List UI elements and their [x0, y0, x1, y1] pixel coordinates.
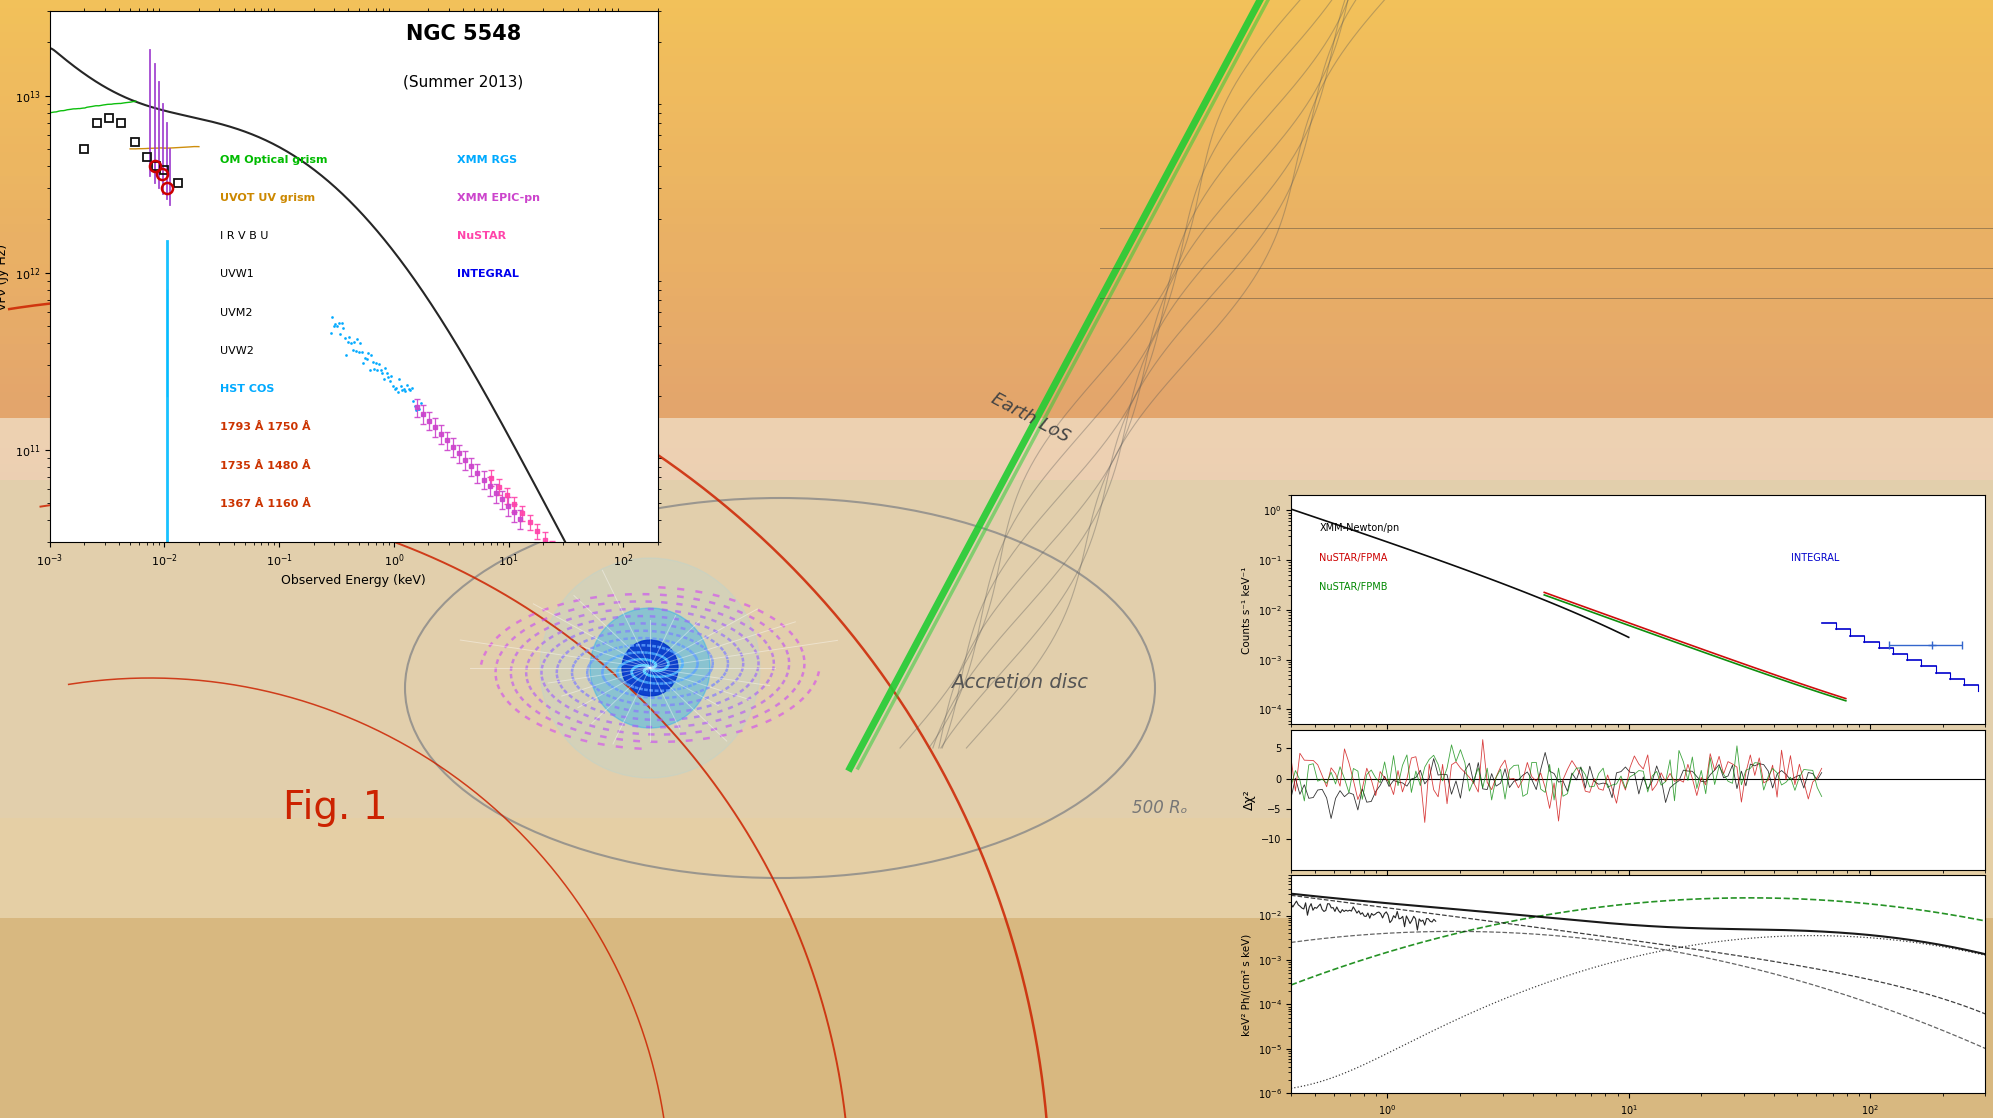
Bar: [0, 184, 1993, 192]
Bar: [0, 818, 1993, 1118]
Text: Fig. 2: Fig. 2: [1367, 529, 1473, 567]
Bar: [0, 8, 1993, 16]
Bar: [0, 40, 1993, 48]
Bar: [0, 416, 1993, 424]
Bar: [0, 264, 1993, 272]
Bar: [0, 360, 1993, 368]
Bar: [0, 352, 1993, 360]
Text: HST COS: HST COS: [219, 383, 275, 394]
Bar: [0, 424, 1993, 432]
Bar: [0, 344, 1993, 352]
Text: NuSTAR: NuSTAR: [456, 231, 506, 241]
Bar: [0, 144, 1993, 152]
Bar: [0, 224, 1993, 233]
Bar: [0, 256, 1993, 264]
Bar: [0, 456, 1993, 464]
Circle shape: [540, 558, 759, 778]
Bar: [0, 127, 1993, 136]
Text: 1735 Å 1480 Å: 1735 Å 1480 Å: [219, 461, 311, 471]
Text: UVW1: UVW1: [219, 269, 253, 280]
Text: XMM RGS: XMM RGS: [456, 154, 518, 164]
Bar: [0, 296, 1993, 304]
Circle shape: [590, 608, 710, 728]
Bar: [0, 104, 1993, 112]
Bar: [0, 200, 1993, 208]
Text: 1793 Å 1750 Å: 1793 Å 1750 Å: [219, 423, 311, 433]
Bar: [0, 152, 1993, 160]
Text: NuSTAR/FPMA: NuSTAR/FPMA: [1319, 552, 1387, 562]
Y-axis label: vFν (Jy Hz): vFν (Jy Hz): [0, 244, 10, 310]
Bar: [0, 16, 1993, 23]
Bar: [0, 240, 1993, 248]
Y-axis label: keV² Ph/(cm² s keV): keV² Ph/(cm² s keV): [1242, 934, 1252, 1035]
Text: INTEGRAL: INTEGRAL: [1792, 552, 1840, 562]
Bar: [0, 23, 1993, 32]
Y-axis label: Counts s⁻¹ keV⁻¹: Counts s⁻¹ keV⁻¹: [1242, 566, 1252, 654]
Bar: [0, 368, 1993, 376]
Bar: [0, 440, 1993, 448]
Bar: [0, 472, 1993, 480]
Bar: [0, 168, 1993, 176]
Bar: [0, 64, 1993, 72]
Bar: [0, 233, 1993, 240]
Bar: [0, 176, 1993, 184]
Text: 500 Rₒ: 500 Rₒ: [1132, 799, 1188, 817]
Bar: [0, 0, 1993, 8]
Bar: [0, 408, 1993, 416]
Text: Accretion disc: Accretion disc: [951, 673, 1088, 692]
Bar: [0, 464, 1993, 472]
Bar: [0, 248, 1993, 256]
Bar: [0, 272, 1993, 280]
Circle shape: [622, 639, 678, 697]
Text: NuSTAR/FPMB: NuSTAR/FPMB: [1319, 582, 1387, 593]
Text: 1367 Å 1160 Å: 1367 Å 1160 Å: [219, 499, 311, 509]
Bar: [0, 160, 1993, 168]
Bar: [0, 216, 1993, 224]
Y-axis label: Δχ²: Δχ²: [1244, 789, 1256, 811]
Bar: [0, 400, 1993, 408]
Bar: [0, 320, 1993, 328]
Bar: [0, 48, 1993, 56]
Bar: [0, 88, 1993, 96]
Text: UVW2: UVW2: [219, 345, 253, 356]
Bar: [0, 80, 1993, 88]
Bar: [0, 376, 1993, 383]
Bar: [0, 56, 1993, 64]
Bar: [0, 392, 1993, 400]
X-axis label: Observed Energy (keV): Observed Energy (keV): [281, 575, 427, 587]
Bar: [0, 337, 1993, 344]
Text: I R V B U: I R V B U: [219, 231, 269, 241]
Bar: [0, 418, 1993, 918]
Bar: [0, 96, 1993, 104]
Bar: [0, 136, 1993, 144]
Text: NGC 5548: NGC 5548: [405, 25, 520, 45]
Text: OM Optical grism: OM Optical grism: [219, 154, 327, 164]
Text: UVOT UV grism: UVOT UV grism: [219, 192, 315, 202]
Bar: [0, 72, 1993, 80]
Bar: [0, 448, 1993, 456]
Bar: [0, 328, 1993, 337]
Bar: [0, 32, 1993, 40]
Bar: [0, 383, 1993, 392]
Text: Earth LoS: Earth LoS: [989, 390, 1072, 446]
Text: INTEGRAL: INTEGRAL: [456, 269, 518, 280]
Bar: [0, 312, 1993, 320]
Text: XMM-Newton/pn: XMM-Newton/pn: [1319, 523, 1399, 533]
Bar: [0, 192, 1993, 200]
Bar: [0, 120, 1993, 127]
Bar: [0, 288, 1993, 296]
Text: XMM EPIC-pn: XMM EPIC-pn: [456, 192, 540, 202]
Text: (Summer 2013): (Summer 2013): [403, 75, 524, 89]
Text: Fig. 1: Fig. 1: [283, 789, 387, 827]
Bar: [0, 208, 1993, 216]
Text: UVM2: UVM2: [219, 307, 253, 318]
Bar: [0, 112, 1993, 120]
Bar: [0, 280, 1993, 288]
Bar: [0, 304, 1993, 312]
Bar: [0, 432, 1993, 440]
